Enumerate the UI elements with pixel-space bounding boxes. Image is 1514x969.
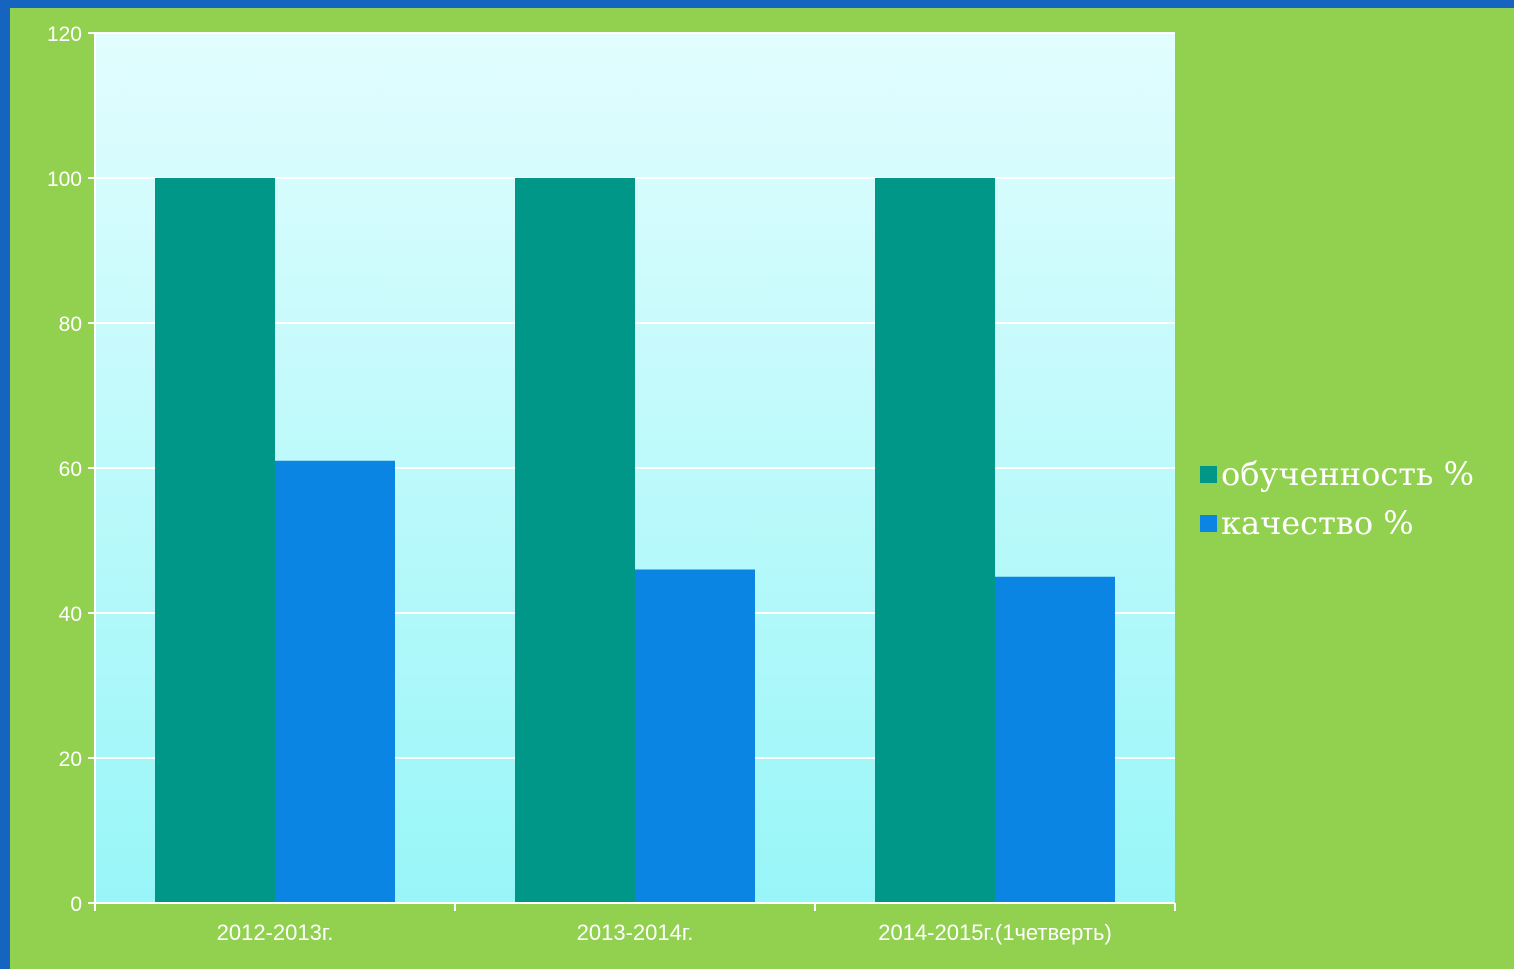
legend-swatch [1200,466,1217,483]
y-tick-label: 100 [47,168,82,191]
legend-item-obuchennost: обученность % [1200,450,1474,499]
legend-swatch [1200,515,1217,532]
bar-kachestvo-1 [635,569,755,903]
y-tick-label: 80 [59,313,82,336]
y-tick-label: 60 [59,458,82,481]
bar-obuchennost-1 [515,178,635,903]
y-tick-label: 120 [47,23,82,46]
x-tick-labels: 2012-2013г. 2013-2014г. 2014-2015г.(1четве… [217,920,1112,945]
y-tick-label: 40 [59,603,82,626]
x-tick-label: 2013-2014г. [577,920,694,945]
x-tick-label: 2014-2015г.(1четверть) [878,920,1112,945]
legend: обученность % качество % [1200,450,1474,548]
legend-label: обученность % [1221,455,1474,493]
y-tick-labels: 0 20 40 60 80 100 120 [47,23,82,916]
legend-label: качество % [1221,504,1414,542]
bar-kachestvo-2 [995,576,1115,903]
x-tick-label: 2012-2013г. [217,920,334,945]
bar-kachestvo-0 [275,460,395,903]
legend-item-kachestvo: качество % [1200,499,1474,548]
bars [155,178,1115,903]
axes [88,32,1176,911]
y-tick-label: 20 [59,748,82,771]
bar-obuchennost-0 [155,178,275,903]
bar-obuchennost-2 [875,178,995,903]
y-tick-label: 0 [70,893,82,916]
